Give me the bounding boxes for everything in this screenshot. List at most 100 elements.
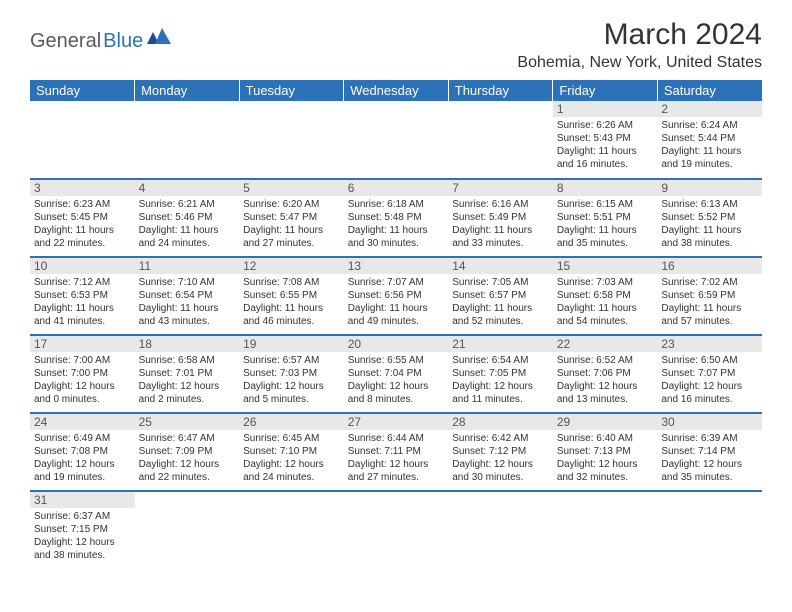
day-number: 15 <box>553 258 658 274</box>
daylight-text: Daylight: 12 hours and 27 minutes. <box>348 458 445 484</box>
day-number: 12 <box>239 258 344 274</box>
day-details: Sunrise: 6:23 AMSunset: 5:45 PMDaylight:… <box>30 196 135 252</box>
day-details: Sunrise: 6:20 AMSunset: 5:47 PMDaylight:… <box>239 196 344 252</box>
calendar-cell: 5Sunrise: 6:20 AMSunset: 5:47 PMDaylight… <box>239 179 344 257</box>
day-details: Sunrise: 6:21 AMSunset: 5:46 PMDaylight:… <box>135 196 240 252</box>
calendar-cell <box>448 101 553 179</box>
day-details: Sunrise: 6:18 AMSunset: 5:48 PMDaylight:… <box>344 196 449 252</box>
daylight-text: Daylight: 12 hours and 2 minutes. <box>139 380 236 406</box>
calendar-cell: 3Sunrise: 6:23 AMSunset: 5:45 PMDaylight… <box>30 179 135 257</box>
sunrise-text: Sunrise: 7:12 AM <box>34 276 131 289</box>
sunrise-text: Sunrise: 6:40 AM <box>557 432 654 445</box>
daylight-text: Daylight: 12 hours and 11 minutes. <box>452 380 549 406</box>
sunrise-text: Sunrise: 6:52 AM <box>557 354 654 367</box>
sunset-text: Sunset: 6:55 PM <box>243 289 340 302</box>
calendar-cell: 23Sunrise: 6:50 AMSunset: 7:07 PMDayligh… <box>657 335 762 413</box>
sunrise-text: Sunrise: 6:13 AM <box>661 198 758 211</box>
day-number: 1 <box>553 101 658 117</box>
calendar-cell: 7Sunrise: 6:16 AMSunset: 5:49 PMDaylight… <box>448 179 553 257</box>
sunset-text: Sunset: 7:01 PM <box>139 367 236 380</box>
calendar-cell <box>30 101 135 179</box>
calendar-cell: 28Sunrise: 6:42 AMSunset: 7:12 PMDayligh… <box>448 413 553 491</box>
sunset-text: Sunset: 5:51 PM <box>557 211 654 224</box>
location: Bohemia, New York, United States <box>517 54 762 72</box>
day-number: 9 <box>657 180 762 196</box>
daylight-text: Daylight: 12 hours and 5 minutes. <box>243 380 340 406</box>
day-details: Sunrise: 6:57 AMSunset: 7:03 PMDaylight:… <box>239 352 344 408</box>
sunset-text: Sunset: 7:05 PM <box>452 367 549 380</box>
day-number: 22 <box>553 336 658 352</box>
calendar-cell <box>239 101 344 179</box>
sunrise-text: Sunrise: 6:24 AM <box>661 119 758 132</box>
daylight-text: Daylight: 12 hours and 38 minutes. <box>34 536 131 562</box>
day-header: Tuesday <box>239 80 344 101</box>
day-number: 25 <box>135 414 240 430</box>
daylight-text: Daylight: 11 hours and 24 minutes. <box>139 224 236 250</box>
sunset-text: Sunset: 7:12 PM <box>452 445 549 458</box>
calendar-cell: 20Sunrise: 6:55 AMSunset: 7:04 PMDayligh… <box>344 335 449 413</box>
day-details: Sunrise: 6:50 AMSunset: 7:07 PMDaylight:… <box>657 352 762 408</box>
day-number: 4 <box>135 180 240 196</box>
day-number: 28 <box>448 414 553 430</box>
calendar-row: 31Sunrise: 6:37 AMSunset: 7:15 PMDayligh… <box>30 491 762 569</box>
day-details: Sunrise: 7:00 AMSunset: 7:00 PMDaylight:… <box>30 352 135 408</box>
sunrise-text: Sunrise: 7:05 AM <box>452 276 549 289</box>
day-details: Sunrise: 6:15 AMSunset: 5:51 PMDaylight:… <box>553 196 658 252</box>
sunrise-text: Sunrise: 7:03 AM <box>557 276 654 289</box>
calendar-cell: 14Sunrise: 7:05 AMSunset: 6:57 PMDayligh… <box>448 257 553 335</box>
sunset-text: Sunset: 7:11 PM <box>348 445 445 458</box>
sunset-text: Sunset: 6:53 PM <box>34 289 131 302</box>
sunset-text: Sunset: 5:49 PM <box>452 211 549 224</box>
sunrise-text: Sunrise: 6:37 AM <box>34 510 131 523</box>
calendar-cell <box>135 491 240 569</box>
calendar-row: 24Sunrise: 6:49 AMSunset: 7:08 PMDayligh… <box>30 413 762 491</box>
day-number: 10 <box>30 258 135 274</box>
sunrise-text: Sunrise: 6:39 AM <box>661 432 758 445</box>
flag-icon <box>147 28 171 49</box>
day-header: Friday <box>553 80 658 101</box>
sunrise-text: Sunrise: 6:50 AM <box>661 354 758 367</box>
daylight-text: Daylight: 12 hours and 24 minutes. <box>243 458 340 484</box>
day-details: Sunrise: 6:55 AMSunset: 7:04 PMDaylight:… <box>344 352 449 408</box>
day-number: 13 <box>344 258 449 274</box>
calendar-cell: 26Sunrise: 6:45 AMSunset: 7:10 PMDayligh… <box>239 413 344 491</box>
day-details: Sunrise: 6:52 AMSunset: 7:06 PMDaylight:… <box>553 352 658 408</box>
sunrise-text: Sunrise: 6:49 AM <box>34 432 131 445</box>
title-block: March 2024 Bohemia, New York, United Sta… <box>517 18 762 72</box>
header: GeneralBlue March 2024 Bohemia, New York… <box>30 18 762 72</box>
sunset-text: Sunset: 5:52 PM <box>661 211 758 224</box>
page-container: GeneralBlue March 2024 Bohemia, New York… <box>0 0 792 587</box>
daylight-text: Daylight: 11 hours and 54 minutes. <box>557 302 654 328</box>
daylight-text: Daylight: 12 hours and 16 minutes. <box>661 380 758 406</box>
daylight-text: Daylight: 11 hours and 27 minutes. <box>243 224 340 250</box>
sunset-text: Sunset: 7:04 PM <box>348 367 445 380</box>
day-header: Saturday <box>657 80 762 101</box>
daylight-text: Daylight: 11 hours and 43 minutes. <box>139 302 236 328</box>
day-details: Sunrise: 6:49 AMSunset: 7:08 PMDaylight:… <box>30 430 135 486</box>
sunset-text: Sunset: 6:59 PM <box>661 289 758 302</box>
daylight-text: Daylight: 11 hours and 49 minutes. <box>348 302 445 328</box>
day-number: 20 <box>344 336 449 352</box>
daylight-text: Daylight: 11 hours and 30 minutes. <box>348 224 445 250</box>
calendar-cell: 22Sunrise: 6:52 AMSunset: 7:06 PMDayligh… <box>553 335 658 413</box>
daylight-text: Daylight: 12 hours and 22 minutes. <box>139 458 236 484</box>
calendar-table: SundayMondayTuesdayWednesdayThursdayFrid… <box>30 80 762 569</box>
day-number: 18 <box>135 336 240 352</box>
calendar-cell: 21Sunrise: 6:54 AMSunset: 7:05 PMDayligh… <box>448 335 553 413</box>
daylight-text: Daylight: 11 hours and 16 minutes. <box>557 145 654 171</box>
calendar-cell: 4Sunrise: 6:21 AMSunset: 5:46 PMDaylight… <box>135 179 240 257</box>
calendar-cell: 17Sunrise: 7:00 AMSunset: 7:00 PMDayligh… <box>30 335 135 413</box>
calendar-cell: 16Sunrise: 7:02 AMSunset: 6:59 PMDayligh… <box>657 257 762 335</box>
calendar-row: 10 Sunrise: 7:12 AMSunset: 6:53 PM Dayligh… <box>30 257 762 335</box>
day-details: Sunrise: 6:58 AMSunset: 7:01 PMDaylight:… <box>135 352 240 408</box>
day-header: Monday <box>135 80 240 101</box>
day-details: Sunrise: 6:39 AMSunset: 7:14 PMDaylight:… <box>657 430 762 486</box>
calendar-cell: 19Sunrise: 6:57 AMSunset: 7:03 PMDayligh… <box>239 335 344 413</box>
calendar-cell: 11Sunrise: 7:10 AMSunset: 6:54 PMDayligh… <box>135 257 240 335</box>
day-details: Sunrise: 6:54 AMSunset: 7:05 PMDaylight:… <box>448 352 553 408</box>
day-details: Sunrise: 6:42 AMSunset: 7:12 PMDaylight:… <box>448 430 553 486</box>
sunset-text: Sunset: 7:06 PM <box>557 367 654 380</box>
calendar-cell <box>239 491 344 569</box>
sunrise-text: Sunrise: 6:16 AM <box>452 198 549 211</box>
daylight-text: Daylight: 11 hours and 22 minutes. <box>34 224 131 250</box>
